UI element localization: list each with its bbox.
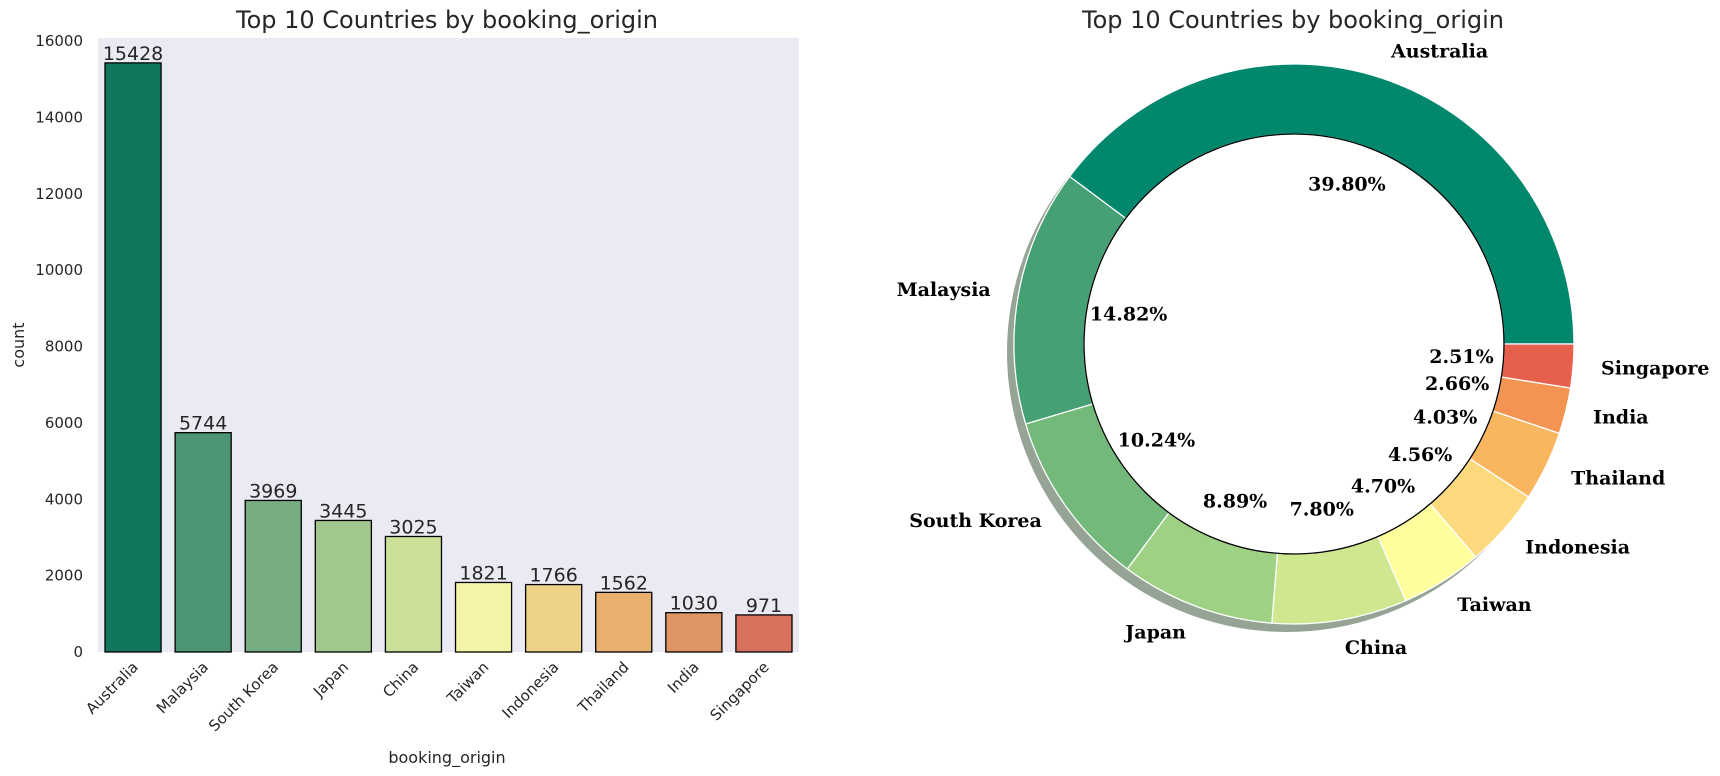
bar-value-label: 5744 [179, 413, 227, 435]
slice-percent-label: 39.80% [1308, 174, 1386, 196]
bar-china [384, 535, 443, 653]
bar-value-label: 1766 [529, 565, 577, 587]
slice-label: Singapore [1601, 357, 1709, 379]
slice-percent-label: 4.56% [1388, 444, 1452, 466]
y-tick-label: 0 [73, 643, 83, 661]
slice-label: South Korea [909, 510, 1042, 532]
donut-hole [1083, 133, 1505, 555]
bar-value-label: 15428 [103, 43, 163, 65]
bars: 15428 5744 3969 3445 3025 1821 1766 1562 1030 971 [103, 43, 793, 653]
bar-singapore [735, 614, 793, 653]
slice-percent-label: 4.70% [1351, 475, 1415, 497]
x-tick-label: Singapore [707, 658, 773, 724]
slice-label: Taiwan [1457, 594, 1532, 616]
slice-label: Japan [1123, 621, 1186, 643]
bar-value-label: 3445 [319, 500, 367, 522]
slice-label: China [1345, 637, 1407, 659]
slice-label: Australia [1390, 41, 1488, 63]
bar-value-label: 971 [746, 595, 782, 617]
slice-label: Indonesia [1525, 536, 1630, 558]
bar-value-label: 3025 [389, 516, 437, 538]
y-axis-label: count [9, 322, 28, 367]
y-tick-label: 6000 [45, 414, 83, 432]
x-axis-label: booking_origin [388, 748, 505, 768]
y-tick-label: 2000 [45, 567, 83, 585]
bar-south-korea [244, 499, 302, 653]
y-tick-label: 4000 [45, 490, 83, 508]
x-tick-label: Indonesia [498, 658, 562, 722]
bar-value-label: 1821 [459, 562, 507, 584]
bar-taiwan [454, 581, 513, 653]
bar-indonesia [524, 583, 583, 653]
x-tick-label: Taiwan [443, 658, 493, 708]
bar-value-label: 3969 [249, 480, 297, 502]
slice-percent-label: 10.24% [1118, 429, 1196, 451]
y-axis: 0 2000 4000 6000 8000 10000 12000 14000 16000 [35, 32, 83, 661]
x-tick-label: Japan [309, 658, 352, 701]
slice-percent-label: 7.80% [1290, 499, 1354, 521]
bar-chart: Top 10 Countries by booking_origin 0 2000… [9, 6, 799, 768]
bar-value-label: 1562 [600, 572, 648, 594]
slice-percent-label: 2.51% [1429, 346, 1493, 368]
slice-label: India [1593, 407, 1649, 429]
y-tick-label: 8000 [45, 338, 83, 356]
donut-wedges [1013, 63, 1575, 625]
x-tick-label: India [664, 658, 703, 697]
bar-japan [314, 519, 373, 653]
donut-labels: Australia 39.80% Malaysia 14.82% South Korea… [897, 41, 1710, 659]
bar-india [665, 612, 723, 653]
x-tick-label: Malaysia [153, 658, 212, 717]
slice-percent-label: 8.89% [1203, 490, 1267, 512]
bar-malaysia [174, 432, 232, 653]
slice-label: Malaysia [897, 279, 991, 301]
x-tick-label: Australia [82, 658, 142, 718]
x-tick-label: China [379, 658, 422, 701]
donut-chart: Top 10 Countries by booking_origin Austr… [897, 6, 1710, 659]
y-tick-label: 14000 [35, 108, 83, 126]
donut-chart-title: Top 10 Countries by booking_origin [1081, 6, 1504, 34]
bar-value-label: 1030 [670, 593, 718, 615]
slice-percent-label: 14.82% [1090, 304, 1168, 326]
y-tick-label: 10000 [35, 261, 83, 279]
y-tick-label: 16000 [35, 32, 83, 50]
x-tick-label: South Korea [205, 658, 282, 735]
slice-percent-label: 4.03% [1413, 406, 1477, 428]
bar-thailand [595, 591, 653, 653]
x-tick-label: Thailand [574, 658, 633, 717]
bar-chart-title: Top 10 Countries by booking_origin [235, 6, 658, 34]
slice-percent-label: 2.66% [1425, 373, 1489, 395]
y-tick-label: 12000 [35, 185, 83, 203]
bar-australia [104, 62, 162, 653]
slice-label: Thailand [1571, 467, 1665, 489]
